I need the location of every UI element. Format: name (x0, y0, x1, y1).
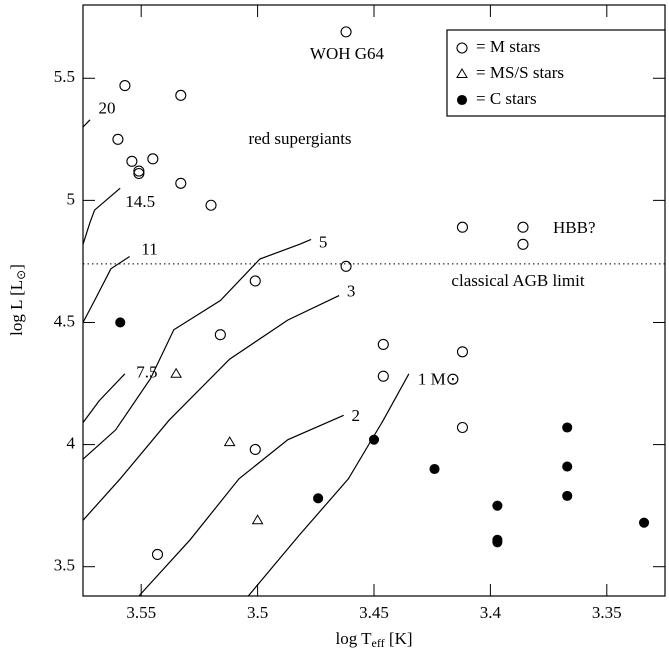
track-label: 14.5 (125, 192, 155, 211)
y-tick-label: 4.5 (54, 311, 75, 330)
x-tick-label: 3.4 (480, 603, 502, 622)
open-circle-marker (151, 548, 164, 561)
filled-circle-marker (313, 493, 324, 504)
open-circle-marker (249, 443, 261, 456)
triangle-marker (223, 436, 236, 447)
filled-circle-marker (492, 537, 503, 548)
open-circle-marker (133, 167, 145, 180)
annotation: classical AGB limit (451, 271, 584, 290)
evolution-track (82, 255, 130, 323)
open-circle-marker (249, 275, 261, 287)
y-tick-label: 5 (67, 189, 76, 208)
annotation: red supergiants (248, 129, 351, 148)
open-circle-marker (214, 329, 226, 341)
track-label: 11 (141, 239, 157, 258)
y-axis-label: log L [L⊙] (7, 264, 28, 336)
open-circle-marker (456, 421, 469, 434)
open-circle-marker (340, 26, 352, 38)
track-label: 7.5 (136, 363, 157, 382)
evolution-track (82, 187, 121, 245)
track-label: 2 (351, 406, 360, 425)
evolution-track (247, 373, 410, 597)
legend-marker (456, 68, 468, 78)
filled-circle-marker (115, 317, 126, 328)
open-circle-marker (205, 199, 217, 211)
open-circle-marker (456, 221, 469, 233)
x-tick-label: 3.55 (126, 603, 156, 622)
open-circle-marker (340, 260, 352, 272)
x-axis-label: log Teff [K] (335, 629, 412, 650)
evolution-track (82, 119, 91, 128)
open-circle-marker (119, 80, 131, 92)
evolution-track (82, 238, 312, 460)
y-tick-label: 5.5 (54, 67, 75, 86)
y-tick-label: 3.5 (54, 556, 75, 575)
legend-label: = MS/S stars (476, 63, 564, 82)
evolution-track (82, 295, 340, 521)
y-tick-label: 4 (67, 433, 76, 452)
track-label: 5 (319, 232, 328, 251)
triangle-marker (251, 514, 264, 525)
filled-circle-marker (492, 500, 503, 511)
filled-circle-marker (562, 490, 573, 501)
open-circle-marker (133, 165, 145, 177)
legend-marker (456, 94, 468, 106)
open-circle-marker (175, 89, 187, 101)
annotation: WOH G64 (310, 44, 385, 63)
open-circle-marker (517, 238, 529, 250)
legend-box (446, 29, 666, 117)
x-tick-label: 3.45 (359, 603, 389, 622)
filled-circle-marker (638, 517, 650, 528)
evolution-track (138, 414, 344, 597)
track-label: 3 (347, 282, 356, 301)
open-circle-marker (517, 221, 529, 233)
triangle-marker (170, 367, 182, 378)
x-tick-label: 3.5 (247, 603, 268, 622)
filled-circle-marker (562, 461, 573, 472)
track-label: 20 (98, 99, 115, 118)
open-circle-marker (112, 133, 124, 145)
open-circle-marker (126, 155, 138, 167)
open-circle-marker (377, 370, 389, 382)
filled-circle-marker (562, 422, 573, 433)
filled-circle-marker (429, 463, 440, 475)
open-circle-marker (377, 338, 389, 351)
annotation: HBB? (553, 218, 596, 237)
open-circle-marker (147, 153, 159, 165)
open-circle-marker (456, 346, 469, 358)
track-label: 1 M⊙ (418, 370, 460, 389)
legend-label: = C stars (476, 89, 537, 108)
filled-circle-marker (368, 434, 380, 445)
open-circle-marker (175, 177, 187, 189)
legend-label: = M stars (476, 37, 540, 56)
x-tick-label: 3.35 (592, 603, 622, 622)
legend-marker (456, 42, 468, 54)
evolution-track (82, 373, 126, 423)
